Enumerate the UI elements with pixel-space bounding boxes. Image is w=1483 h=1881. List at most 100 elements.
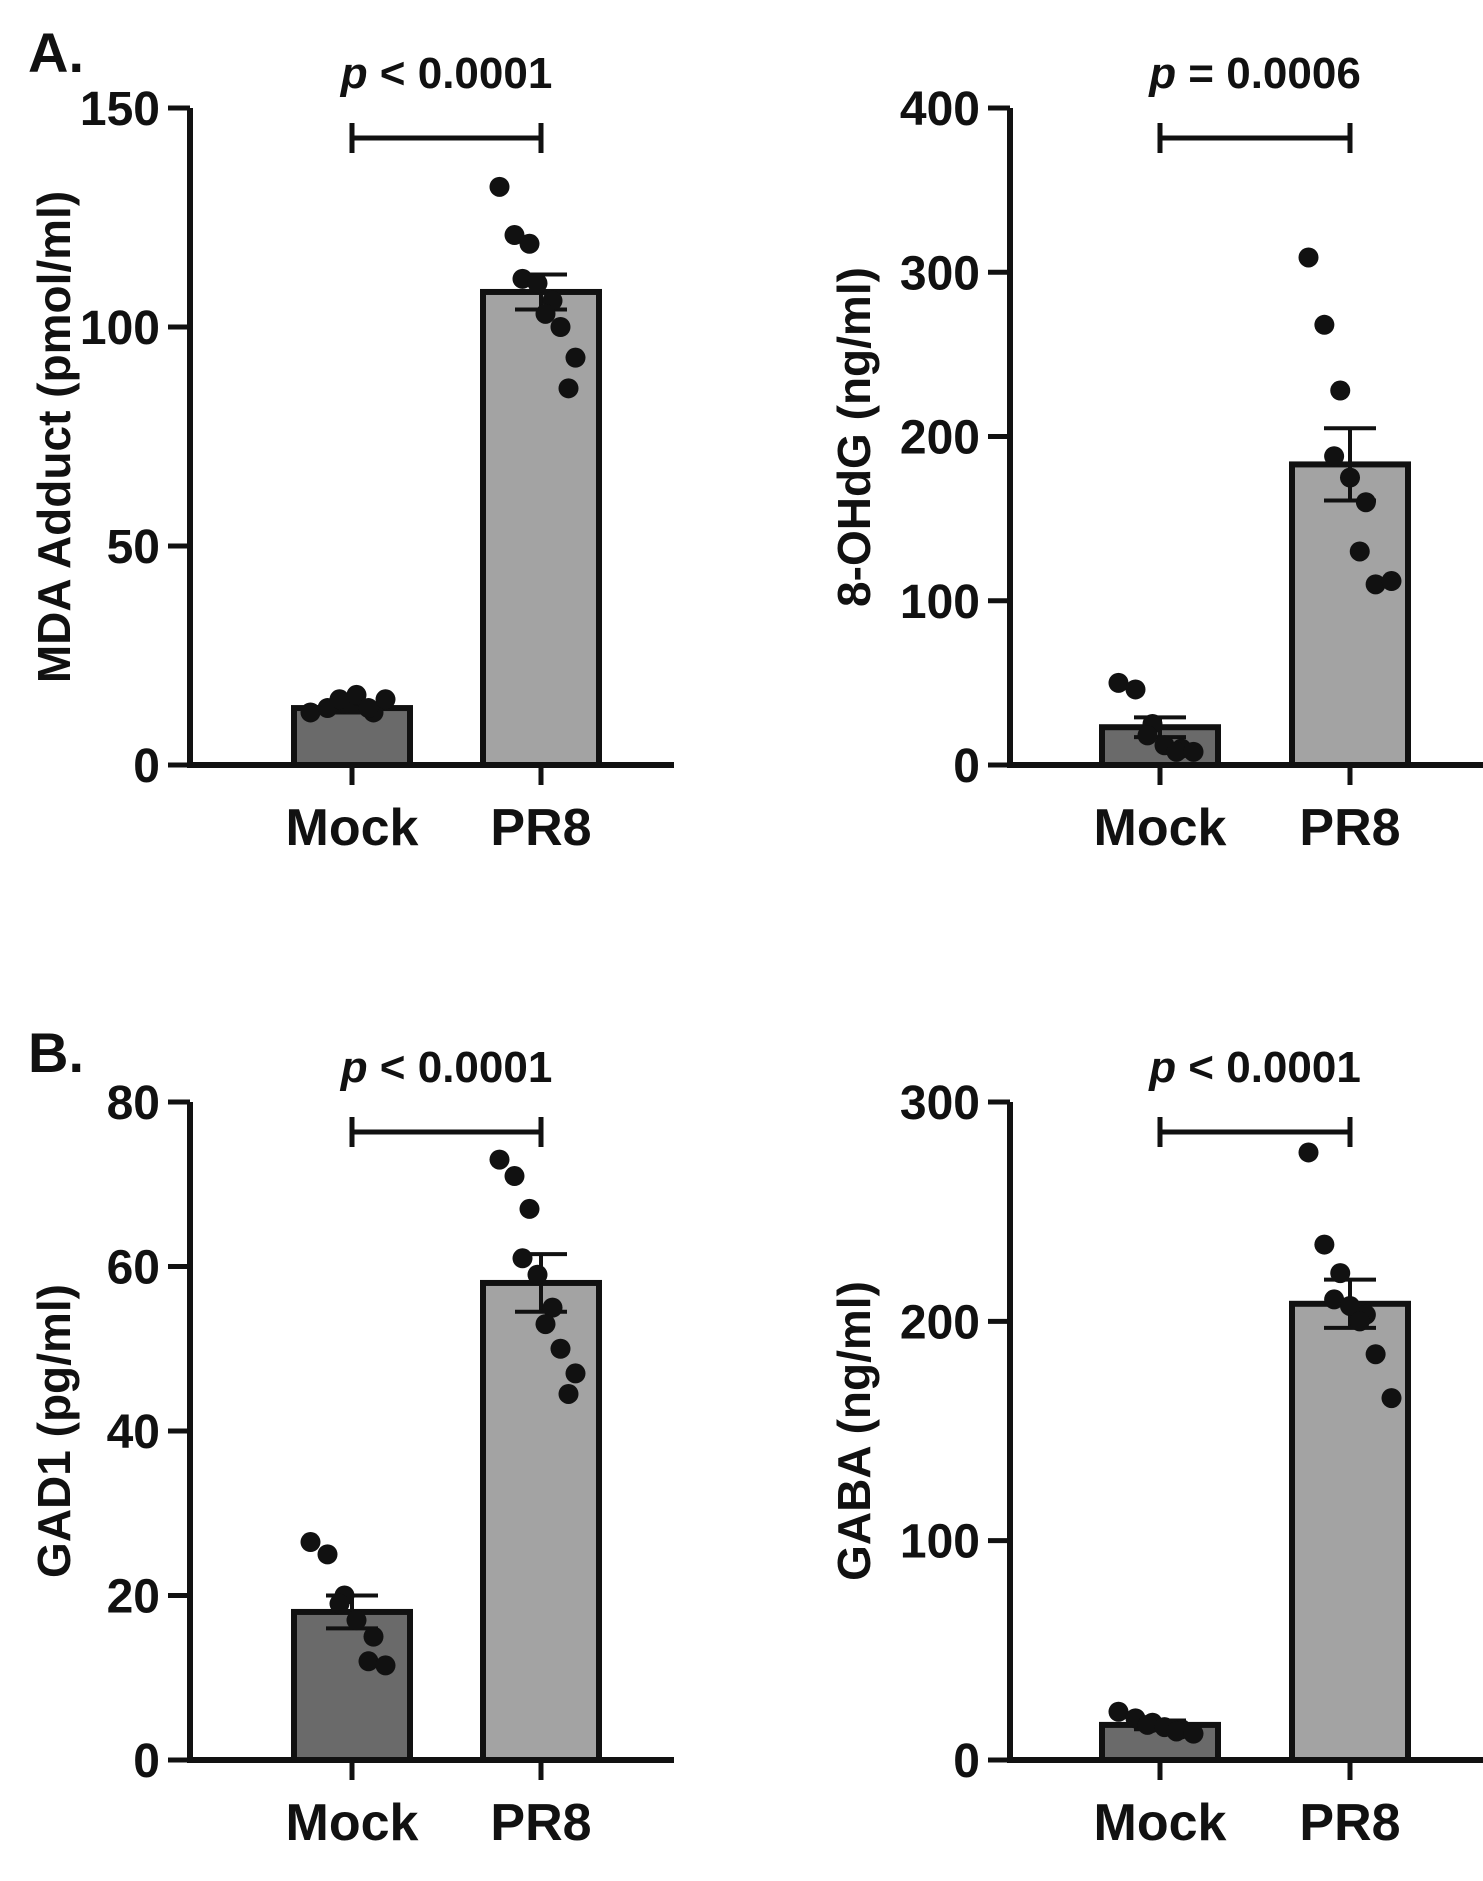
data-point — [489, 176, 510, 197]
p-value-label: p < 0.0001 — [340, 1043, 553, 1092]
category-label-pr8: PR8 — [490, 799, 591, 857]
data-point — [504, 225, 525, 246]
p-value-text: < 0.0001 — [368, 49, 553, 98]
data-point — [329, 689, 350, 710]
data-point — [1340, 467, 1360, 488]
data-point — [512, 268, 533, 289]
data-point — [1365, 1344, 1386, 1365]
p-value-text: < 0.0001 — [1176, 1043, 1361, 1092]
data-point — [1349, 1311, 1370, 1332]
y-tick-label: 100 — [80, 302, 160, 355]
y-tick-label: 400 — [900, 83, 980, 136]
data-point — [1365, 574, 1386, 595]
panel-label-b: B. — [28, 1021, 84, 1084]
y-axis-title: 8-OHdG (ng/ml) — [828, 267, 880, 607]
data-point — [1125, 679, 1146, 700]
y-tick-label: 300 — [900, 1077, 980, 1130]
data-point — [519, 233, 540, 254]
chart-2: 0 100 200 300 400 Mock PR8 8-OHdG (ng/ml) p = 0.… — [828, 49, 1483, 857]
category-label-pr8: PR8 — [1299, 799, 1400, 857]
y-tick-label: 0 — [953, 1735, 980, 1788]
data-point — [565, 1363, 586, 1384]
data-point — [317, 1544, 338, 1565]
data-point — [1340, 1295, 1360, 1316]
p-symbol: p — [340, 49, 368, 98]
data-point — [375, 689, 396, 710]
category-label-mock: Mock — [1094, 799, 1227, 857]
data-point — [358, 1651, 379, 1672]
y-tick-label: 200 — [900, 412, 980, 465]
data-point — [1330, 380, 1351, 401]
panel-label-a: A. — [28, 21, 84, 84]
y-axis-title: MDA Adduct (pmol/ml) — [28, 191, 80, 683]
data-point — [558, 1383, 579, 1404]
data-point — [1314, 314, 1335, 335]
category-label-pr8: PR8 — [1299, 1794, 1400, 1852]
p-value-label: p < 0.0001 — [340, 49, 553, 98]
data-point — [300, 702, 321, 723]
chart-3: 0 20 40 60 80 Mock PR8 GAD1 (pg/ml) p < 0.0001 — [28, 1043, 674, 1852]
data-point — [535, 1314, 556, 1335]
category-label-mock: Mock — [286, 799, 419, 857]
data-point — [512, 1248, 533, 1269]
p-value-text: = 0.0006 — [1176, 49, 1361, 98]
data-point — [1381, 1388, 1402, 1409]
data-point — [1183, 1723, 1204, 1744]
p-symbol: p — [340, 1043, 368, 1092]
data-point — [1166, 1721, 1187, 1742]
data-point — [300, 1532, 321, 1553]
data-point — [1330, 1263, 1351, 1284]
y-tick-label: 200 — [900, 1296, 980, 1349]
p-symbol: p — [1148, 49, 1176, 98]
y-tick-label: 20 — [107, 1571, 160, 1624]
y-tick-label: 100 — [900, 576, 980, 629]
data-point — [1324, 446, 1345, 467]
bar-pr8 — [1289, 461, 1411, 768]
data-point — [1355, 492, 1376, 513]
data-point — [504, 1166, 525, 1187]
y-tick-label: 40 — [107, 1406, 160, 1459]
data-point — [1108, 672, 1129, 693]
data-point — [1381, 571, 1402, 592]
data-point — [1166, 741, 1187, 762]
charts-container: 0 50 100 150 Mock PR8 MDA Adduct (pmol/ml) p < … — [28, 49, 1483, 1852]
data-point — [535, 303, 556, 324]
y-tick-label: 0 — [133, 740, 160, 793]
data-point — [1108, 1701, 1129, 1722]
data-point — [1183, 741, 1204, 762]
y-tick-label: 50 — [107, 521, 160, 574]
chart-4: 0 100 200 300 Mock PR8 GABA (ng/ml) p < 0.0001 — [828, 1043, 1483, 1852]
p-value-text: < 0.0001 — [368, 1043, 553, 1092]
bar-pr8 — [480, 1279, 602, 1763]
bar-mock — [291, 1608, 413, 1763]
y-axis-title: GABA (ng/ml) — [828, 1281, 880, 1581]
data-point — [550, 1338, 571, 1359]
bar-pr8 — [480, 288, 602, 768]
category-label-pr8: PR8 — [490, 1794, 591, 1852]
y-tick-label: 80 — [107, 1077, 160, 1130]
data-point — [1137, 725, 1158, 746]
bar-pr8 — [1289, 1300, 1411, 1763]
data-point — [346, 1610, 367, 1631]
data-point — [346, 684, 367, 705]
data-point — [558, 378, 579, 399]
y-axis-title: GAD1 (pg/ml) — [28, 1284, 80, 1578]
data-point — [519, 1198, 540, 1219]
y-tick-label: 100 — [900, 1516, 980, 1569]
data-point — [550, 317, 571, 337]
data-point — [1298, 1142, 1319, 1163]
data-point — [489, 1149, 510, 1170]
category-label-mock: Mock — [286, 1794, 419, 1852]
chart-1: 0 50 100 150 Mock PR8 MDA Adduct (pmol/ml) p < … — [28, 49, 674, 857]
data-point — [565, 347, 586, 368]
data-point — [527, 1264, 548, 1285]
data-point — [1349, 541, 1370, 562]
y-tick-label: 0 — [133, 1735, 160, 1788]
p-value-label: p = 0.0006 — [1148, 49, 1361, 98]
data-point — [542, 1297, 563, 1318]
data-point — [1137, 1714, 1158, 1735]
data-point — [358, 698, 379, 719]
p-value-label: p < 0.0001 — [1148, 1043, 1361, 1092]
category-label-mock: Mock — [1094, 1794, 1227, 1852]
